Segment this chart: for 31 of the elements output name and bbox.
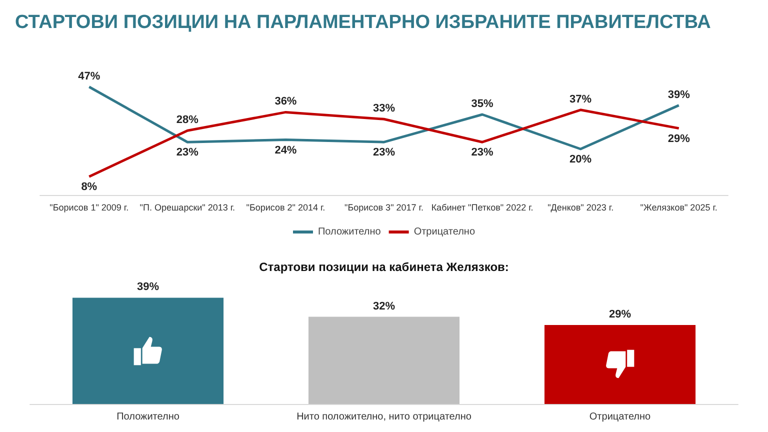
data-label: 35% bbox=[471, 98, 494, 110]
chart-title: СТАРТОВИ ПОЗИЦИИ НА ПАРЛАМЕНТАРНО ИЗБРАНИТЕ ПРАВИТЕЛСТВА bbox=[15, 12, 712, 33]
data-label: 23% bbox=[471, 146, 494, 159]
data-label: 29% bbox=[608, 308, 632, 320]
x-tick-label: Положително bbox=[116, 412, 180, 422]
data-label: 29% bbox=[668, 132, 690, 145]
data-label: 8% bbox=[81, 181, 98, 194]
x-tick-label: "Денков" 2023 г. bbox=[548, 202, 614, 212]
legend-label: Положително bbox=[318, 226, 382, 238]
data-label: 33% bbox=[372, 102, 396, 115]
x-tick-label: "П. Орешарски" 2013 г. bbox=[140, 202, 236, 212]
x-tick-label: "Борисов 1" 2009 г. bbox=[50, 202, 129, 212]
data-label: 28% bbox=[176, 114, 199, 126]
data-label: 20% bbox=[570, 154, 592, 166]
data-label: 39% bbox=[136, 281, 160, 294]
data-label: 23% bbox=[372, 146, 396, 159]
x-tick-label: Отрицателно bbox=[589, 412, 652, 422]
data-label: 23% bbox=[176, 146, 199, 159]
data-label: 47% bbox=[78, 70, 100, 82]
data-label: 36% bbox=[274, 96, 297, 108]
x-tick-label: "Борисов 2" 2014 г. bbox=[246, 202, 326, 212]
data-label: 39% bbox=[668, 88, 690, 101]
legend-label: Отрицателно bbox=[414, 226, 476, 238]
x-tick-label: Кабинет "Петков" 2022 г. bbox=[431, 202, 534, 212]
x-tick-label: Нито положително, нито отрицателно bbox=[296, 412, 472, 422]
chart-title: Стартови позиции на кабинета Желязков: bbox=[259, 260, 509, 274]
x-tick-label: "Желязков" 2025 г. bbox=[640, 202, 718, 212]
data-label: 24% bbox=[274, 144, 297, 156]
data-label: 32% bbox=[372, 300, 396, 312]
data-label: 37% bbox=[570, 93, 592, 106]
x-tick-label: "Борисов 3" 2017 г. bbox=[344, 202, 424, 212]
